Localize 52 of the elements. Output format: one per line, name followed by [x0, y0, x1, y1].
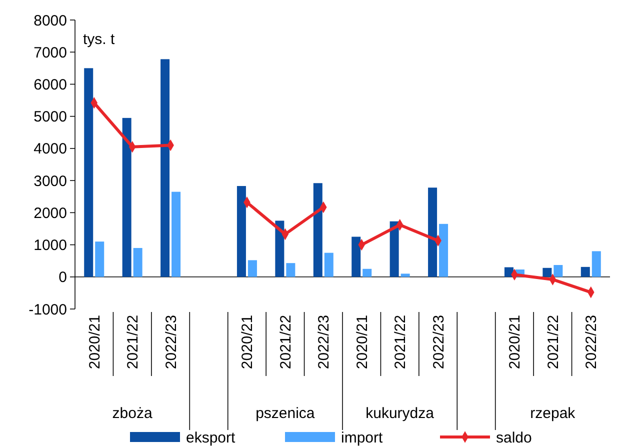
y-tick-label: 2000 — [34, 204, 67, 222]
bar — [362, 268, 372, 277]
text: kukurydza — [366, 405, 435, 422]
bar — [352, 236, 361, 277]
bar — [554, 265, 563, 277]
x-tick-label: 2022/23 — [316, 314, 333, 370]
bar — [390, 221, 399, 277]
bar — [84, 68, 94, 277]
bar — [542, 268, 552, 277]
bar — [236, 186, 246, 277]
y-tick-label: 1000 — [34, 237, 67, 254]
bar — [122, 118, 132, 277]
text: rzepak — [530, 405, 576, 422]
y-tick-label: 4000 — [34, 140, 67, 158]
x-tick-label: 2020/21 — [86, 314, 104, 370]
y-tick-label: 5000 — [34, 108, 67, 126]
x-tick-label: 2022/23 — [430, 314, 448, 370]
y-tick-label: 0 — [58, 269, 67, 286]
text: pszenica — [256, 405, 316, 422]
x-tick-label: 2021/22 — [277, 314, 294, 370]
y-tick-label: 6000 — [34, 76, 67, 94]
y-tick-label: -1000 — [28, 301, 67, 318]
x-tick-label: 2020/21 — [354, 314, 371, 370]
x-tick-label: 2022/23 — [162, 314, 180, 370]
legend-label: eksport — [186, 429, 236, 446]
bar — [160, 59, 170, 277]
bar — [133, 248, 142, 277]
bar — [313, 183, 322, 277]
bar — [286, 263, 296, 277]
bar — [324, 252, 334, 277]
text: zboża — [112, 405, 153, 422]
x-tick-label: 2022/23 — [583, 314, 600, 370]
x-tick-label: 2020/21 — [239, 314, 256, 370]
bar — [95, 242, 104, 277]
y-tick-label: 7000 — [34, 44, 67, 62]
x-tick-label: 2021/22 — [124, 314, 142, 370]
bar — [275, 220, 284, 277]
x-tick-label: 2021/22 — [544, 314, 562, 370]
x-tick-label: 2021/22 — [392, 314, 410, 370]
bar — [428, 188, 438, 277]
legend-label: saldo — [496, 429, 532, 446]
bar — [400, 274, 410, 277]
bar — [439, 224, 448, 277]
bar — [592, 251, 601, 277]
bar — [248, 260, 257, 277]
y-axis-title: tys. t — [83, 31, 116, 48]
legend-label: import — [341, 429, 384, 446]
x-tick-label: 2020/21 — [506, 314, 524, 370]
y-tick-label: 3000 — [34, 172, 67, 190]
bar — [580, 266, 590, 277]
y-tick-label: 8000 — [34, 12, 67, 30]
bar — [172, 192, 181, 277]
